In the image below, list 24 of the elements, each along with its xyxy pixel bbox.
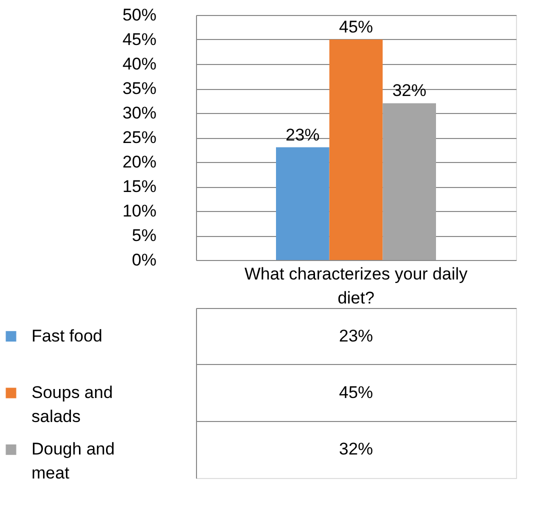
x-tick-label: What characterizes your daily diet? <box>244 264 468 308</box>
y-tick-label: 10% <box>122 202 156 220</box>
bar <box>382 103 436 260</box>
y-tick-label: 40% <box>122 54 156 74</box>
y-tick-label: 20% <box>122 152 156 172</box>
legend-label: Fast food <box>32 326 102 346</box>
legend-label: Dough and meat <box>32 440 115 483</box>
data-label: 45% <box>338 18 374 36</box>
data-label: 23% <box>286 125 320 144</box>
data-label: 32% <box>392 81 426 100</box>
y-tick-label: 5% <box>132 226 156 245</box>
text: 32% <box>338 440 374 459</box>
y-tick-label: 25% <box>122 128 156 147</box>
y-tick-label: 30% <box>122 104 156 122</box>
text: 45% <box>338 383 374 402</box>
bar <box>276 147 330 260</box>
bar <box>329 40 383 260</box>
text: 23% <box>338 326 374 346</box>
legend-label: Soups and salads <box>32 383 113 426</box>
y-tick-label: 15% <box>122 177 156 196</box>
y-tick-label: 45% <box>122 30 156 49</box>
y-tick-label: 50% <box>122 6 156 24</box>
y-tick-label: 0% <box>132 250 156 270</box>
y-tick-label: 35% <box>122 79 156 98</box>
